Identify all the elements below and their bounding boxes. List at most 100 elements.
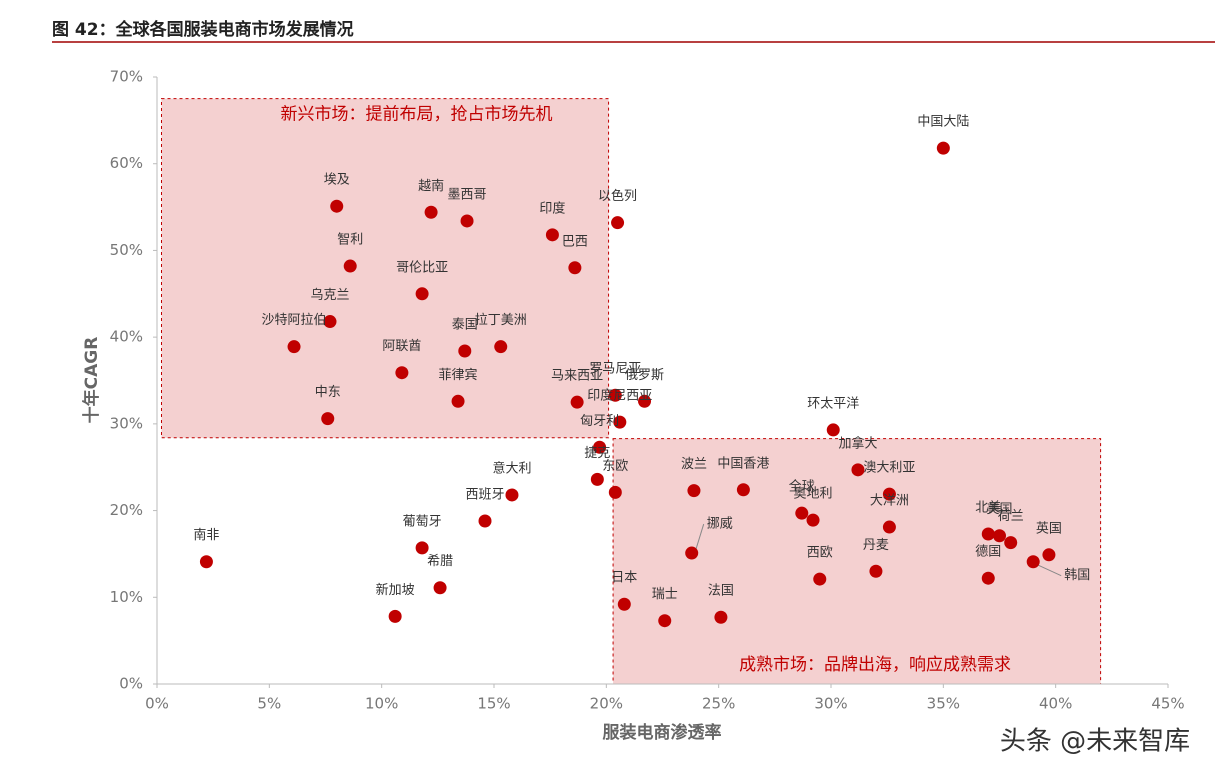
point xyxy=(323,315,337,329)
point xyxy=(638,394,652,408)
point-label: 以色列 xyxy=(598,188,637,204)
x-tick-label: 0% xyxy=(145,695,169,713)
point-label: 澳大利亚 xyxy=(863,460,915,476)
y-tick-label: 0% xyxy=(119,675,143,693)
region xyxy=(612,438,1102,685)
point-label: 罗马尼亚 xyxy=(589,362,641,377)
point-label: 瑞士 xyxy=(652,587,678,602)
point-label: 智利 xyxy=(337,233,363,248)
point-label: 荷兰 xyxy=(998,509,1024,524)
x-tick-label: 25% xyxy=(702,695,735,713)
point-label: 葡萄牙 xyxy=(403,514,442,529)
point xyxy=(611,216,625,230)
point-label: 中东 xyxy=(315,385,341,400)
point xyxy=(714,610,728,624)
point-label: 俄罗斯 xyxy=(625,368,664,383)
y-tick-label: 10% xyxy=(110,588,143,606)
point xyxy=(608,388,622,402)
y-tick-label: 50% xyxy=(110,241,143,259)
watermark: 头条 @未来智库 xyxy=(1000,727,1190,757)
point-label: 东欧 xyxy=(602,459,628,474)
x-tick-label: 40% xyxy=(1039,695,1072,713)
chart-title: 图 42：全球各国服装电商市场发展情况 xyxy=(52,19,354,40)
point-label: 南非 xyxy=(193,527,219,543)
point xyxy=(433,581,447,595)
point xyxy=(687,484,701,498)
point-label: 泰国 xyxy=(452,318,478,333)
region-label: 成熟市场：品牌出海，响应成熟需求 xyxy=(739,654,1011,675)
point xyxy=(851,463,865,477)
point-label: 大洋洲 xyxy=(870,494,909,509)
y-tick-label: 30% xyxy=(110,414,143,432)
point xyxy=(478,514,492,528)
point-label: 马来西亚 xyxy=(551,369,603,384)
point xyxy=(1004,536,1018,550)
point-label: 加拿大 xyxy=(838,435,877,451)
point-label: 墨西哥 xyxy=(448,187,487,202)
x-axis-label: 服装电商渗透率 xyxy=(603,722,722,743)
point xyxy=(388,609,402,623)
leader-line xyxy=(1036,564,1062,577)
point xyxy=(813,572,827,586)
point-label: 印度 xyxy=(539,200,565,216)
point-label: 德国 xyxy=(975,545,1001,560)
point xyxy=(826,423,840,437)
region-label: 新兴市场：提前布局，抢占市场先机 xyxy=(280,105,552,125)
point-label: 希腊 xyxy=(427,554,453,569)
point-label: 菲律宾 xyxy=(439,367,478,383)
point-label: 中国大陆 xyxy=(917,114,969,130)
point xyxy=(593,440,607,454)
point-label: 英国 xyxy=(1036,521,1062,536)
point-label: 中国香港 xyxy=(717,456,769,471)
x-tick-label: 5% xyxy=(257,695,281,713)
point xyxy=(395,366,409,380)
point-label: 波兰 xyxy=(681,457,707,472)
y-tick-label: 40% xyxy=(110,328,143,346)
point xyxy=(415,541,429,555)
y-tick-label: 20% xyxy=(110,501,143,519)
point-label: 环太平洋 xyxy=(807,396,859,411)
point-label: 奥地利 xyxy=(794,487,833,502)
point xyxy=(685,546,699,560)
point-label: 越南 xyxy=(418,178,444,194)
point xyxy=(882,520,896,534)
point-label: 西欧 xyxy=(807,546,833,561)
y-axis-label: 十年CAGR xyxy=(81,337,102,424)
x-tick-label: 10% xyxy=(365,695,398,713)
point-label: 印度尼西亚 xyxy=(587,388,652,404)
point-label: 全球 xyxy=(789,479,815,495)
point-label: 丹麦 xyxy=(863,538,889,553)
point xyxy=(321,412,335,426)
point-label: 匈牙利 xyxy=(580,414,619,429)
point xyxy=(343,259,357,273)
y-tick-label: 60% xyxy=(110,154,143,172)
point-label: 日本 xyxy=(611,571,637,586)
point-label: 阿联酋 xyxy=(382,338,421,354)
point xyxy=(608,485,622,499)
point xyxy=(936,141,950,155)
point xyxy=(570,395,584,409)
point-label: 哥伦比亚 xyxy=(396,260,448,275)
point-label: 沙特阿拉伯 xyxy=(262,313,327,328)
point-label: 巴西 xyxy=(562,234,588,249)
point-label: 埃及 xyxy=(324,173,350,188)
point xyxy=(869,564,883,578)
point xyxy=(460,214,474,228)
point-label: 挪威 xyxy=(707,517,733,532)
point xyxy=(658,614,672,628)
point-label: 西班牙 xyxy=(466,487,505,502)
point-label: 韩国 xyxy=(1064,568,1090,583)
point xyxy=(287,340,301,354)
point xyxy=(199,555,213,569)
point xyxy=(617,597,631,611)
leader-line xyxy=(695,523,705,551)
point xyxy=(981,571,995,585)
x-tick-label: 45% xyxy=(1151,695,1184,713)
point xyxy=(993,529,1006,543)
x-tick-label: 15% xyxy=(477,695,510,713)
point xyxy=(590,472,604,486)
point xyxy=(736,483,750,497)
point xyxy=(330,199,344,213)
